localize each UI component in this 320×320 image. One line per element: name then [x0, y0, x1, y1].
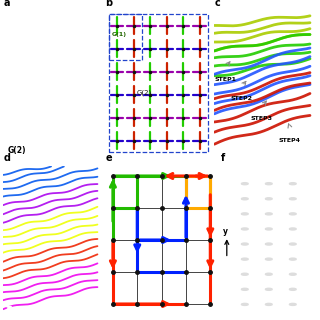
Text: d: d — [3, 153, 10, 163]
Text: G(2): G(2) — [137, 90, 152, 96]
Bar — [73, 61, 100, 101]
Ellipse shape — [266, 258, 272, 260]
Text: f: f — [221, 153, 225, 163]
Ellipse shape — [290, 198, 296, 200]
Ellipse shape — [266, 198, 272, 200]
Bar — [109, 14, 142, 60]
Ellipse shape — [241, 303, 248, 305]
Ellipse shape — [266, 213, 272, 215]
Text: G(2): G(2) — [7, 146, 26, 155]
Bar — [6, 110, 33, 149]
Text: STEP3: STEP3 — [251, 116, 273, 121]
Ellipse shape — [241, 258, 248, 260]
Text: STEP4: STEP4 — [278, 138, 300, 143]
Text: b: b — [106, 0, 113, 8]
Text: STEP2: STEP2 — [230, 96, 252, 101]
Ellipse shape — [290, 303, 296, 305]
Ellipse shape — [290, 183, 296, 185]
Ellipse shape — [266, 288, 272, 290]
Ellipse shape — [290, 243, 296, 245]
Text: STEP1: STEP1 — [214, 77, 236, 82]
Bar — [73, 110, 100, 149]
Ellipse shape — [290, 213, 296, 215]
Ellipse shape — [266, 303, 272, 305]
Ellipse shape — [241, 198, 248, 200]
Bar — [73, 14, 100, 54]
Bar — [39, 110, 66, 149]
Text: e: e — [106, 153, 112, 163]
Ellipse shape — [290, 258, 296, 260]
Bar — [6, 61, 33, 101]
Text: a: a — [3, 0, 10, 8]
Ellipse shape — [266, 273, 272, 275]
Ellipse shape — [241, 213, 248, 215]
Bar — [6, 14, 33, 54]
Ellipse shape — [241, 273, 248, 275]
Ellipse shape — [290, 273, 296, 275]
Ellipse shape — [241, 243, 248, 245]
Text: y: y — [223, 228, 228, 236]
Ellipse shape — [290, 288, 296, 290]
Text: G(1): G(1) — [112, 32, 127, 37]
Bar — [39, 14, 66, 54]
Ellipse shape — [241, 228, 248, 230]
Ellipse shape — [266, 183, 272, 185]
Ellipse shape — [241, 183, 248, 185]
Ellipse shape — [266, 228, 272, 230]
Ellipse shape — [266, 243, 272, 245]
Text: c: c — [214, 0, 220, 8]
Ellipse shape — [241, 288, 248, 290]
Ellipse shape — [290, 228, 296, 230]
